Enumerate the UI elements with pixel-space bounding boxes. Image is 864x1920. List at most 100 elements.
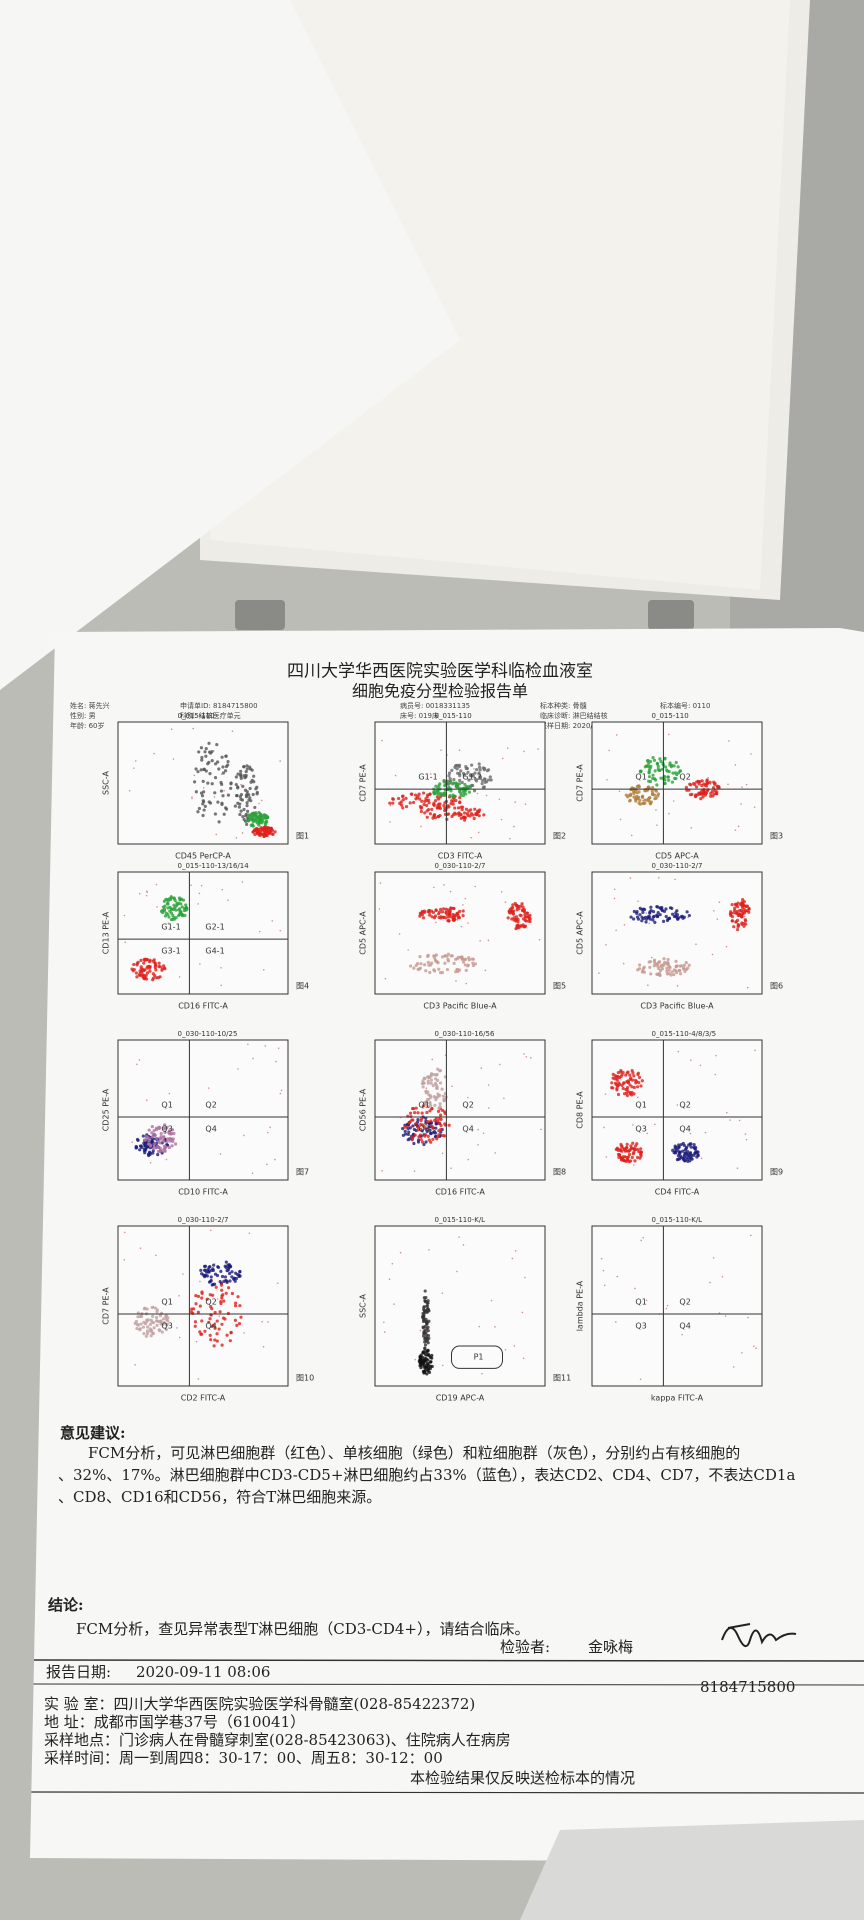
header-field: 床号: 019床	[400, 711, 439, 720]
dot	[279, 1092, 282, 1095]
plot: 0_015-110 CD45 PerCP-A SSC-A 图1	[102, 712, 310, 861]
dot	[145, 890, 148, 892]
dot	[167, 1145, 171, 1150]
dot	[171, 1137, 175, 1141]
dot	[670, 970, 674, 974]
dot	[431, 910, 436, 915]
dot	[413, 1170, 416, 1172]
dot	[456, 763, 460, 767]
dot	[245, 764, 249, 768]
dot	[498, 798, 501, 801]
dot	[448, 912, 452, 916]
dot	[410, 1138, 414, 1142]
dot	[416, 1138, 421, 1142]
dot	[157, 1328, 161, 1332]
dot	[669, 765, 673, 769]
dot	[148, 1144, 153, 1148]
dot	[639, 1150, 643, 1154]
dot	[241, 832, 244, 834]
dot	[215, 742, 219, 747]
dot	[425, 1087, 428, 1090]
dot	[437, 967, 441, 971]
dot	[480, 1067, 483, 1069]
dot	[700, 783, 704, 788]
dot	[239, 776, 243, 780]
dot	[430, 1356, 434, 1360]
dot	[234, 775, 238, 779]
dot	[421, 1104, 426, 1108]
quadrant-label: Q2	[679, 773, 690, 782]
dot	[200, 1290, 204, 1294]
dot	[178, 1294, 180, 1297]
dot	[711, 786, 716, 790]
dot	[643, 789, 647, 793]
dot	[459, 769, 463, 773]
dot	[144, 973, 148, 977]
opinion-line: 、CD8、CD16和CD56，符合T淋巴细胞来源。	[58, 1488, 381, 1506]
dot	[658, 913, 662, 917]
dot	[461, 960, 466, 964]
figure-label: 图11	[553, 1374, 571, 1383]
dot	[625, 1145, 629, 1150]
dot	[511, 903, 515, 907]
dot	[438, 1102, 442, 1106]
dot	[447, 915, 451, 919]
dot	[456, 919, 459, 921]
dot	[711, 794, 715, 798]
dot	[489, 778, 493, 782]
dot	[737, 912, 741, 916]
dot	[480, 782, 484, 786]
dot	[464, 968, 468, 972]
dot	[250, 823, 255, 827]
dot	[135, 1137, 140, 1142]
dot	[174, 904, 178, 908]
dot	[433, 1081, 438, 1085]
dot	[164, 897, 168, 901]
dot	[427, 1075, 431, 1079]
dot	[659, 759, 663, 764]
dot	[615, 1086, 619, 1091]
dot	[631, 1152, 635, 1156]
dot	[206, 1270, 210, 1274]
dot	[401, 794, 405, 798]
dot	[416, 1128, 420, 1132]
dot	[472, 816, 476, 821]
dot	[663, 781, 667, 785]
dot	[164, 1314, 168, 1319]
dot	[422, 1081, 426, 1085]
dot	[427, 1370, 432, 1374]
dot	[240, 783, 242, 786]
dot	[656, 824, 658, 826]
dot	[688, 1151, 693, 1155]
dot	[647, 775, 652, 779]
dot	[137, 973, 141, 977]
dot	[672, 800, 675, 802]
dot	[665, 969, 669, 973]
conclusion-heading: 结论:	[48, 1596, 84, 1614]
dot	[438, 1081, 443, 1085]
dot	[210, 782, 214, 786]
dot	[179, 902, 183, 906]
dot	[165, 1158, 168, 1161]
dot	[467, 956, 471, 960]
dot	[213, 791, 217, 795]
dot	[645, 912, 648, 914]
dot	[169, 896, 173, 900]
dot	[636, 795, 640, 799]
dot	[135, 961, 139, 966]
dot	[479, 940, 481, 942]
dot	[418, 1363, 422, 1368]
dot	[514, 801, 516, 803]
dot	[476, 792, 479, 795]
dot	[682, 966, 686, 970]
desk-item	[520, 1820, 864, 1920]
dot	[433, 813, 437, 817]
dot	[670, 780, 675, 784]
dot	[206, 762, 210, 766]
dot	[676, 765, 680, 769]
dot	[152, 1128, 156, 1133]
dot	[237, 1068, 239, 1070]
dot	[673, 771, 678, 775]
dot	[203, 1329, 207, 1333]
dot	[152, 1326, 156, 1330]
